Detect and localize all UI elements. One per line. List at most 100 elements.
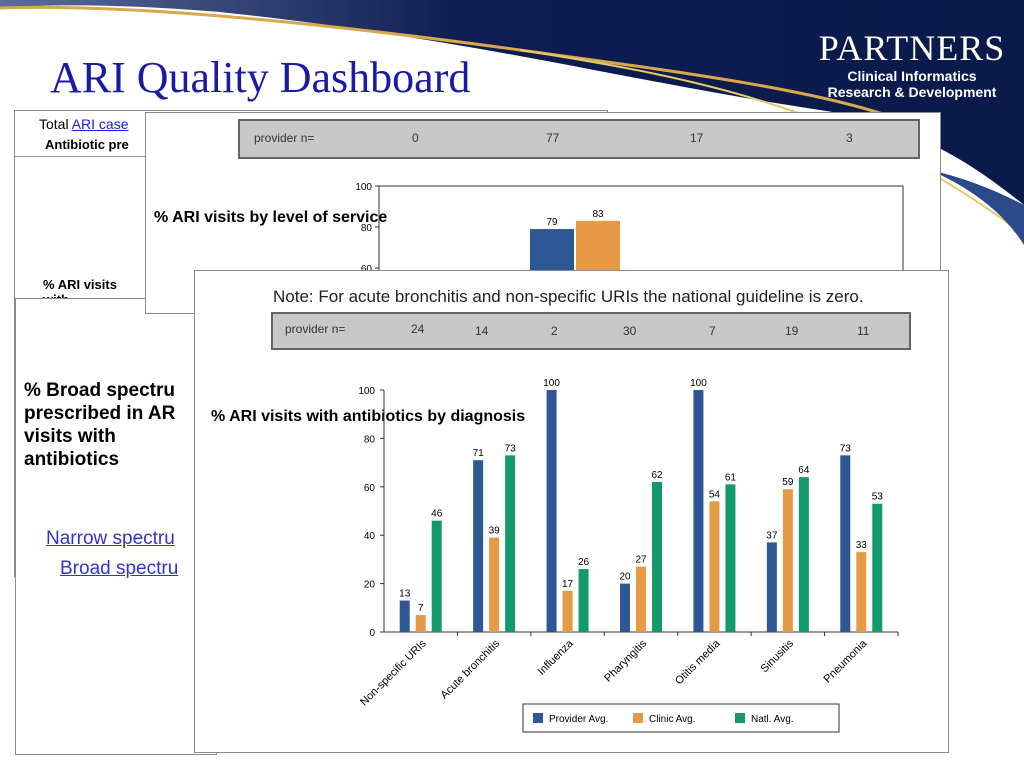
legend-swatch (533, 713, 543, 723)
bar-value-label: 26 (578, 557, 590, 568)
bar-value-label: 73 (505, 443, 517, 454)
bar-value-label: 37 (766, 530, 778, 541)
bar-value-label: 100 (543, 378, 560, 389)
bar-value-label: 62 (651, 470, 663, 481)
bar-value-label: 71 (473, 448, 485, 459)
bar-value-label: 59 (782, 477, 794, 488)
legend-box (522, 703, 840, 733)
y-tick-label: 0 (369, 628, 375, 639)
diagnosis-bar (709, 501, 720, 632)
bar-value-label: 83 (592, 209, 604, 220)
diagnosis-bar (872, 503, 883, 632)
y-tick-label: 40 (364, 531, 376, 542)
diagnosis-bar (489, 537, 500, 632)
diagnosis-bar (473, 460, 484, 632)
diagnosis-bar-chart: 0 20 40 60 80 100 13 7 46 Non-specific URIs 71 39 73… (358, 378, 899, 733)
diagnosis-bar (505, 455, 516, 632)
diagnosis-bar (620, 583, 630, 632)
y-tick-label: 80 (364, 434, 376, 445)
diagnosis-bar (798, 477, 809, 632)
bar-value-label: 33 (856, 540, 868, 551)
y-tick-label: 100 (355, 182, 372, 193)
logo-name: PARTNERS (818, 28, 1006, 68)
diagnosis-bar (578, 569, 589, 632)
partners-logo: PARTNERS Clinical Informatics Research &… (812, 28, 1012, 100)
provider-count: 77 (546, 131, 560, 145)
broad-spectrum-title: % Broad spectru prescribed in AR visits … (24, 380, 176, 470)
y-tick-label: 100 (358, 386, 375, 397)
bar-value-label: 53 (872, 492, 884, 503)
provider-n-label: provider n= (285, 322, 346, 336)
y-tick-label: 60 (364, 483, 376, 494)
provider-count: 2 (551, 324, 558, 338)
diagnosis-bar (415, 615, 426, 632)
legend-label: Provider Avg. (549, 714, 608, 725)
bar-value-label: 20 (619, 572, 631, 583)
bar-value-label: 64 (798, 465, 810, 476)
provider-count: 7 (709, 324, 716, 338)
provider-count: 0 (412, 131, 419, 145)
diagnosis-bar (725, 484, 736, 632)
diagnosis-bar (693, 390, 704, 632)
bar-value-label: 73 (840, 443, 852, 454)
guideline-note: Note: For acute bronchitis and non-speci… (273, 287, 864, 306)
provider-count: 3 (846, 131, 853, 145)
provider-count-bar: provider n= 0 77 17 3 (238, 119, 920, 159)
ari-cases-link[interactable]: ARI case (71, 116, 129, 132)
total-label: Total (39, 116, 72, 132)
diagnosis-bar (840, 455, 851, 632)
provider-count: 24 (411, 322, 425, 336)
y-tick-label: 20 (364, 580, 376, 591)
total-cases-row: Total ARI case (39, 116, 129, 132)
bar-value-label: 7 (418, 603, 424, 614)
bar-value-label: 27 (635, 555, 647, 566)
slide-title: ARI Quality Dashboard (50, 53, 471, 102)
x-category-label: Pneumonia (822, 637, 870, 685)
provider-count: 17 (690, 131, 704, 145)
legend-swatch (633, 713, 643, 723)
logo-subtitle-1: Clinical Informatics (847, 68, 977, 84)
provider-n-label: provider n= (254, 131, 315, 145)
bar-value-label: 46 (431, 509, 443, 520)
provider-count: 11 (857, 324, 870, 338)
diagnosis-bar (546, 390, 557, 632)
diagnosis-bar (636, 566, 646, 632)
provider-count: 19 (785, 324, 799, 338)
bar-value-label: 79 (546, 217, 558, 228)
antibiotic-row-label: Antibiotic pre (45, 137, 129, 152)
provider-count-bar: provider n= 24 14 2 30 7 19 11 (271, 312, 911, 350)
diagnosis-bar (856, 552, 867, 632)
bar-value-label: 54 (709, 489, 721, 500)
bar-value-label: 100 (690, 378, 707, 389)
bar-value-label: 17 (562, 579, 574, 590)
diagnosis-bar (652, 481, 662, 632)
diagnosis-bar (766, 542, 777, 632)
x-category-label: Acute bronchitis (438, 637, 502, 701)
broad-spectrum-panel: % Broad spectru prescribed in AR visits … (15, 298, 217, 755)
provider-count: 30 (623, 324, 637, 338)
legend-swatch (735, 713, 745, 723)
x-category-label: Non-specific URIs (358, 637, 429, 708)
level-chart-label: % ARI visits by level of service (154, 209, 388, 226)
y-tick-label: 80 (361, 223, 373, 234)
provider-count: 14 (475, 324, 489, 338)
x-category-label: Otitis media (673, 637, 723, 687)
diagnosis-chart-label: % ARI visits with antibiotics by diagnos… (211, 408, 526, 425)
legend-label: Clinic Avg. (649, 714, 696, 725)
diagnosis-panel: Note: For acute bronchitis and non-speci… (194, 270, 949, 753)
x-category-label: Sinusitis (759, 637, 797, 675)
legend-label: Natl. Avg. (751, 714, 794, 725)
x-category-label: Pharyngitis (602, 637, 649, 684)
bar-value-label: 61 (725, 472, 737, 483)
x-category-label: Influenza (536, 637, 577, 678)
logo-subtitle-2: Research & Development (827, 84, 997, 100)
diagnosis-bar (782, 489, 793, 632)
plot-frame (378, 185, 904, 313)
bar-value-label: 13 (399, 589, 411, 600)
narrow-spectrum-link[interactable]: Narrow spectru (46, 528, 175, 549)
broad-spectrum-link[interactable]: Broad spectru (60, 558, 179, 579)
diagnosis-bar (431, 520, 442, 632)
diagnosis-bar (399, 600, 410, 632)
y-tick-label: 60 (361, 264, 373, 275)
